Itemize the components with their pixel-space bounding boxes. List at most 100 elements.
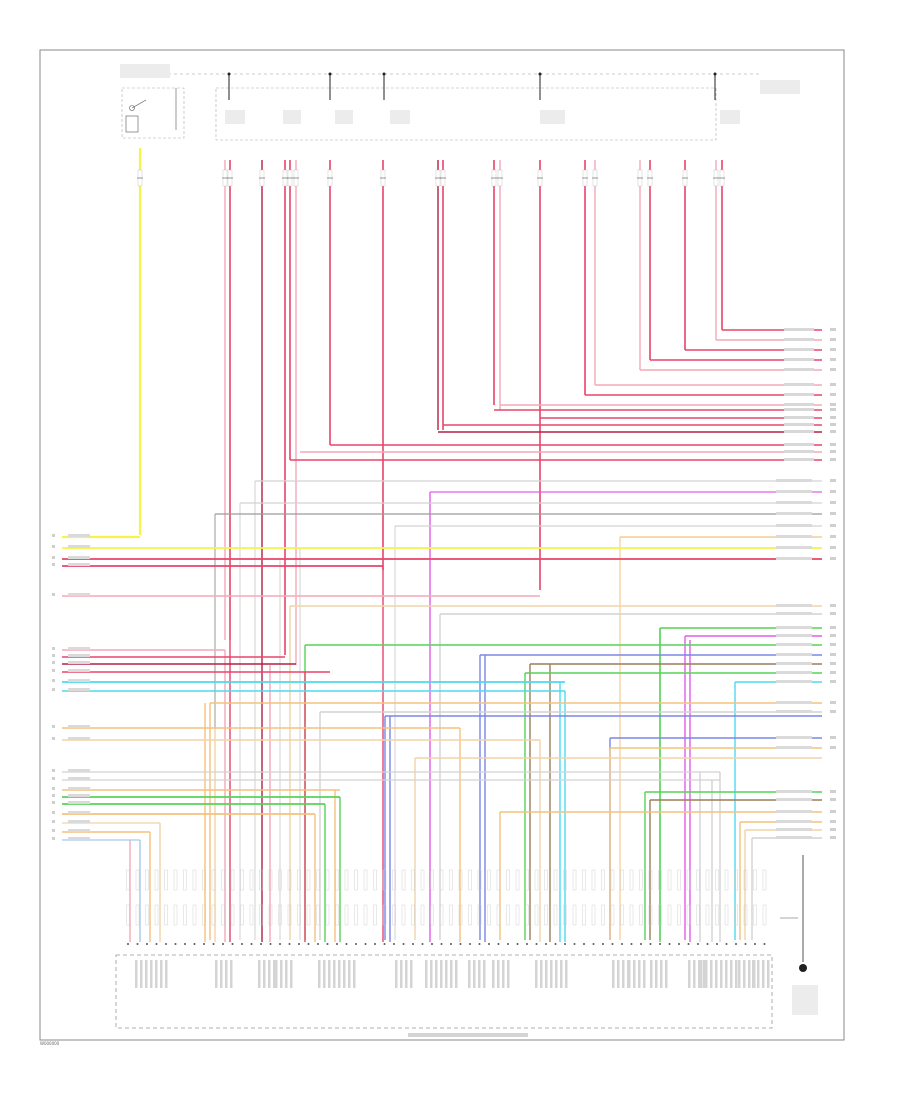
connector-pin-icon (135, 869, 140, 891)
wire-color-label (776, 736, 812, 739)
module-pin-label (643, 960, 646, 988)
bus-junction (382, 72, 386, 76)
module-pin-dot (231, 943, 234, 945)
connector-pin-icon (297, 904, 301, 926)
pin-number-mark (830, 408, 836, 411)
wire-color-label (68, 647, 90, 650)
wire-color-label (776, 512, 812, 515)
pin-number-mark (830, 490, 836, 493)
connector-pin-icon (126, 904, 130, 926)
wire-color-label (776, 490, 812, 493)
module-pin-dot (725, 943, 728, 945)
module-pin-dot (355, 943, 357, 945)
connector-pin-icon (601, 869, 605, 891)
pin-number-mark (52, 545, 55, 548)
connector-pin-icon (297, 869, 301, 891)
connector-pin-icon (278, 904, 282, 926)
wire-color-label (68, 801, 90, 804)
pin-number-mark (52, 820, 55, 823)
connector-pin-icon (278, 869, 282, 891)
connector-pin-icon (373, 869, 377, 891)
connector-pin-icon (648, 904, 653, 926)
connector-pin-icon (506, 904, 510, 926)
connector-pin-icon (401, 904, 406, 926)
connector-pin-icon (487, 904, 491, 926)
pin-number-mark (830, 671, 836, 674)
pin-number-mark (830, 736, 836, 739)
component-label (283, 110, 301, 124)
module-pin-label (715, 960, 718, 988)
connector-pin-icon (164, 904, 168, 926)
connector-pin-icon (629, 904, 634, 926)
connector-pin-icon (268, 904, 273, 926)
connector-pin-icon (743, 869, 748, 891)
module-pin-dot (203, 943, 205, 945)
module-pin-label (730, 960, 733, 988)
relay-contact (131, 99, 147, 109)
wire-color-label (776, 671, 812, 674)
connector-pin-icon (173, 904, 178, 926)
component-label (540, 110, 565, 124)
module-pin-label (410, 960, 413, 988)
module-pin-label (450, 960, 453, 988)
connector-pin-icon (126, 869, 130, 891)
wire-color-label (776, 524, 812, 527)
connector-pin-icon (677, 904, 681, 926)
module-pin-label (497, 960, 500, 988)
pin-number-mark (52, 811, 55, 814)
connector-pin-icon (534, 904, 539, 926)
connector-pin-icon (420, 904, 425, 926)
module-pin-dot (260, 943, 262, 945)
pin-number-mark (52, 654, 55, 657)
connector-pin-icon (154, 904, 159, 926)
module-pin-dot (146, 943, 148, 945)
pin-number-mark (52, 787, 55, 790)
module-pin-label (767, 960, 770, 988)
module-pin-label (550, 960, 553, 988)
connector-pin-icon (382, 869, 387, 891)
connector-pin-icon (458, 869, 463, 891)
connector-pin-icon (458, 904, 463, 926)
connector-pin-icon (648, 869, 653, 891)
module-pin-label (395, 960, 398, 988)
module-pin-dot (402, 943, 405, 945)
pin-number-mark (830, 403, 836, 406)
wire-color-label (776, 828, 812, 831)
wire-color-label (68, 679, 90, 682)
module-pin-dot (497, 943, 500, 945)
pin-number-mark (52, 534, 55, 537)
connector-pin-icon (240, 869, 244, 891)
module-pin-label (633, 960, 636, 988)
wire-color-label (68, 654, 90, 657)
connector-pin-icon (221, 904, 225, 926)
connector-pin-icon (705, 904, 710, 926)
module-pin-dot (250, 943, 253, 945)
module-pin-dot (488, 943, 490, 945)
module-pin-label (688, 960, 691, 988)
connector-pin-icon (686, 904, 691, 926)
module-pin-label (343, 960, 346, 988)
connector-pin-icon (724, 869, 729, 891)
module-pin-label (135, 960, 138, 988)
connector-pin-icon (449, 904, 453, 926)
pin-number-mark (830, 798, 836, 801)
component-label (720, 110, 740, 124)
wire-color-label (68, 837, 90, 840)
connector-pin-icon (439, 869, 444, 891)
wire-color-label (784, 338, 814, 341)
module-pin-label (268, 960, 271, 988)
component-label (390, 110, 410, 124)
relay-switch-icon (129, 105, 135, 111)
pin-number-mark (830, 443, 836, 446)
connector-pin-icon (753, 904, 757, 926)
module-pin-dot (478, 943, 481, 945)
connector-pin-icon (582, 904, 586, 926)
module-pin-label (655, 960, 658, 988)
module-pin-label (160, 960, 163, 988)
wire-color-label (68, 820, 90, 823)
wire-color-label (776, 810, 812, 813)
connector-pin-icon (715, 869, 719, 891)
module-pin-label (215, 960, 218, 988)
connector-pin-icon (639, 869, 643, 891)
wire-color-label (784, 443, 814, 446)
